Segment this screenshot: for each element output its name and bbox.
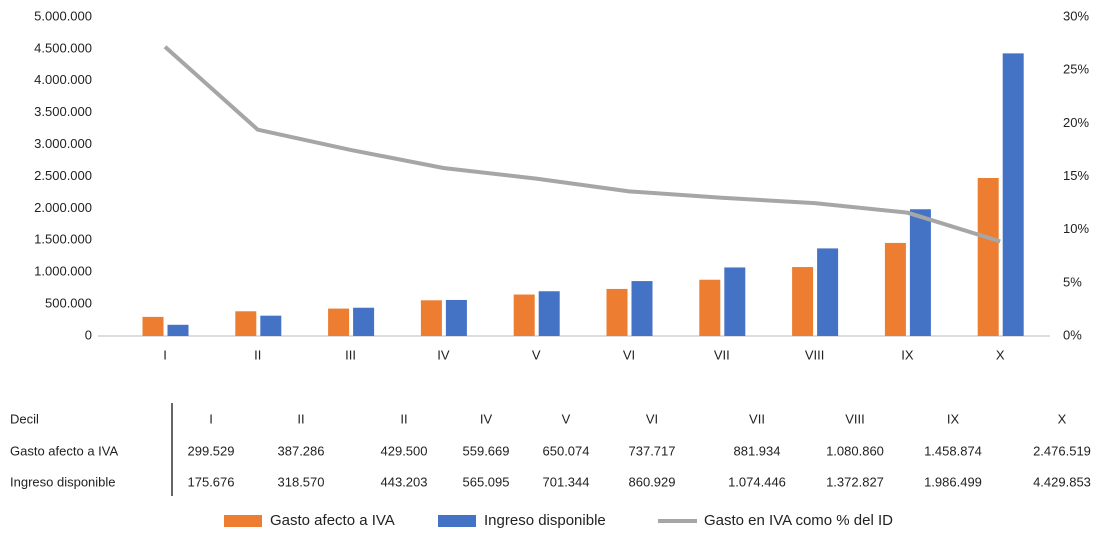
legend-swatch (224, 515, 262, 527)
legend-label: Ingreso disponible (484, 512, 606, 529)
table-cell: Gasto afecto a IVA (10, 443, 118, 458)
bar (513, 294, 535, 336)
x-tick-label: VII (714, 347, 730, 362)
legend-label: Gasto en IVA como % del ID (704, 512, 893, 529)
y-tick-label: 2.000.000 (34, 200, 92, 215)
table-cell: 387.286 (278, 443, 325, 458)
table-cell: 565.095 (463, 474, 510, 489)
x-tick-label: III (345, 347, 356, 362)
table-cell: 443.203 (381, 474, 428, 489)
table-cell: 2.476.519 (1033, 443, 1091, 458)
y-tick-label: 500.000 (45, 296, 92, 311)
table-cell: 650.074 (543, 443, 590, 458)
table-header: IV (480, 411, 493, 426)
y2-tick-label: 10% (1063, 221, 1089, 236)
table-header: VI (646, 411, 658, 426)
bar (792, 267, 814, 336)
y2-tick-label: 30% (1063, 8, 1089, 23)
table-header: Decil (10, 411, 39, 426)
table-cell: 299.529 (188, 443, 235, 458)
x-tick-label: I (163, 347, 167, 362)
table-cell: 318.570 (278, 474, 325, 489)
y2-tick-label: 20% (1063, 115, 1089, 130)
bar (353, 307, 375, 336)
bar (445, 299, 467, 336)
bar (977, 177, 999, 336)
table-header: I (209, 411, 213, 426)
x-tick-label: X (996, 347, 1005, 362)
table-header: V (562, 411, 571, 426)
bar (606, 288, 628, 336)
table-cell: 701.344 (543, 474, 590, 489)
table-cell: 559.669 (463, 443, 510, 458)
y2-tick-label: 0% (1063, 327, 1082, 342)
bar (817, 248, 839, 336)
y-tick-label: 5.000.000 (34, 8, 92, 23)
table-header: II (297, 411, 304, 426)
table-cell: Ingreso disponible (10, 474, 116, 489)
table-header: VII (749, 411, 765, 426)
table-cell: 1.986.499 (924, 474, 982, 489)
y2-tick-label: 25% (1063, 62, 1089, 77)
table-cell: 1.074.446 (728, 474, 786, 489)
table-header: X (1058, 411, 1067, 426)
table-cell: 881.934 (734, 443, 781, 458)
bar (167, 324, 189, 336)
y-tick-label: 4.500.000 (34, 40, 92, 55)
table-cell: 1.080.860 (826, 443, 884, 458)
bar (1002, 53, 1024, 337)
y-tick-label: 0 (85, 327, 92, 342)
bar (884, 242, 906, 336)
bar (631, 281, 653, 336)
y-tick-label: 1.000.000 (34, 264, 92, 279)
bar (142, 316, 164, 336)
legend-label: Gasto afecto a IVA (270, 512, 395, 529)
y-tick-label: 1.500.000 (34, 232, 92, 247)
table-cell: 737.717 (629, 443, 676, 458)
y-tick-label: 2.500.000 (34, 168, 92, 183)
bar (328, 308, 350, 336)
x-tick-label: VIII (805, 347, 825, 362)
table-cell: 429.500 (381, 443, 428, 458)
x-tick-label: IV (437, 347, 450, 362)
bar (724, 267, 746, 336)
x-tick-label: II (254, 347, 261, 362)
table-cell: 175.676 (188, 474, 235, 489)
y-tick-label: 4.000.000 (34, 72, 92, 87)
x-tick-label: VI (623, 347, 635, 362)
table-header: II (400, 411, 407, 426)
y-tick-label: 3.500.000 (34, 104, 92, 119)
line (163, 45, 1001, 244)
table-header: IX (947, 411, 960, 426)
bar (420, 300, 442, 336)
table-cell: 860.929 (629, 474, 676, 489)
table-cell: 4.429.853 (1033, 474, 1091, 489)
y-tick-label: 3.000.000 (34, 136, 92, 151)
legend-swatch (438, 515, 476, 527)
table-cell: 1.372.827 (826, 474, 884, 489)
table-cell: 1.458.874 (924, 443, 982, 458)
x-tick-label: IX (901, 347, 914, 362)
table-header: VIII (845, 411, 865, 426)
y2-tick-label: 15% (1063, 168, 1089, 183)
x-tick-label: V (532, 347, 541, 362)
bar (538, 291, 560, 336)
bar (909, 209, 931, 336)
bar (235, 311, 257, 336)
bar (699, 279, 721, 336)
bar (260, 315, 282, 336)
y2-tick-label: 5% (1063, 274, 1082, 289)
